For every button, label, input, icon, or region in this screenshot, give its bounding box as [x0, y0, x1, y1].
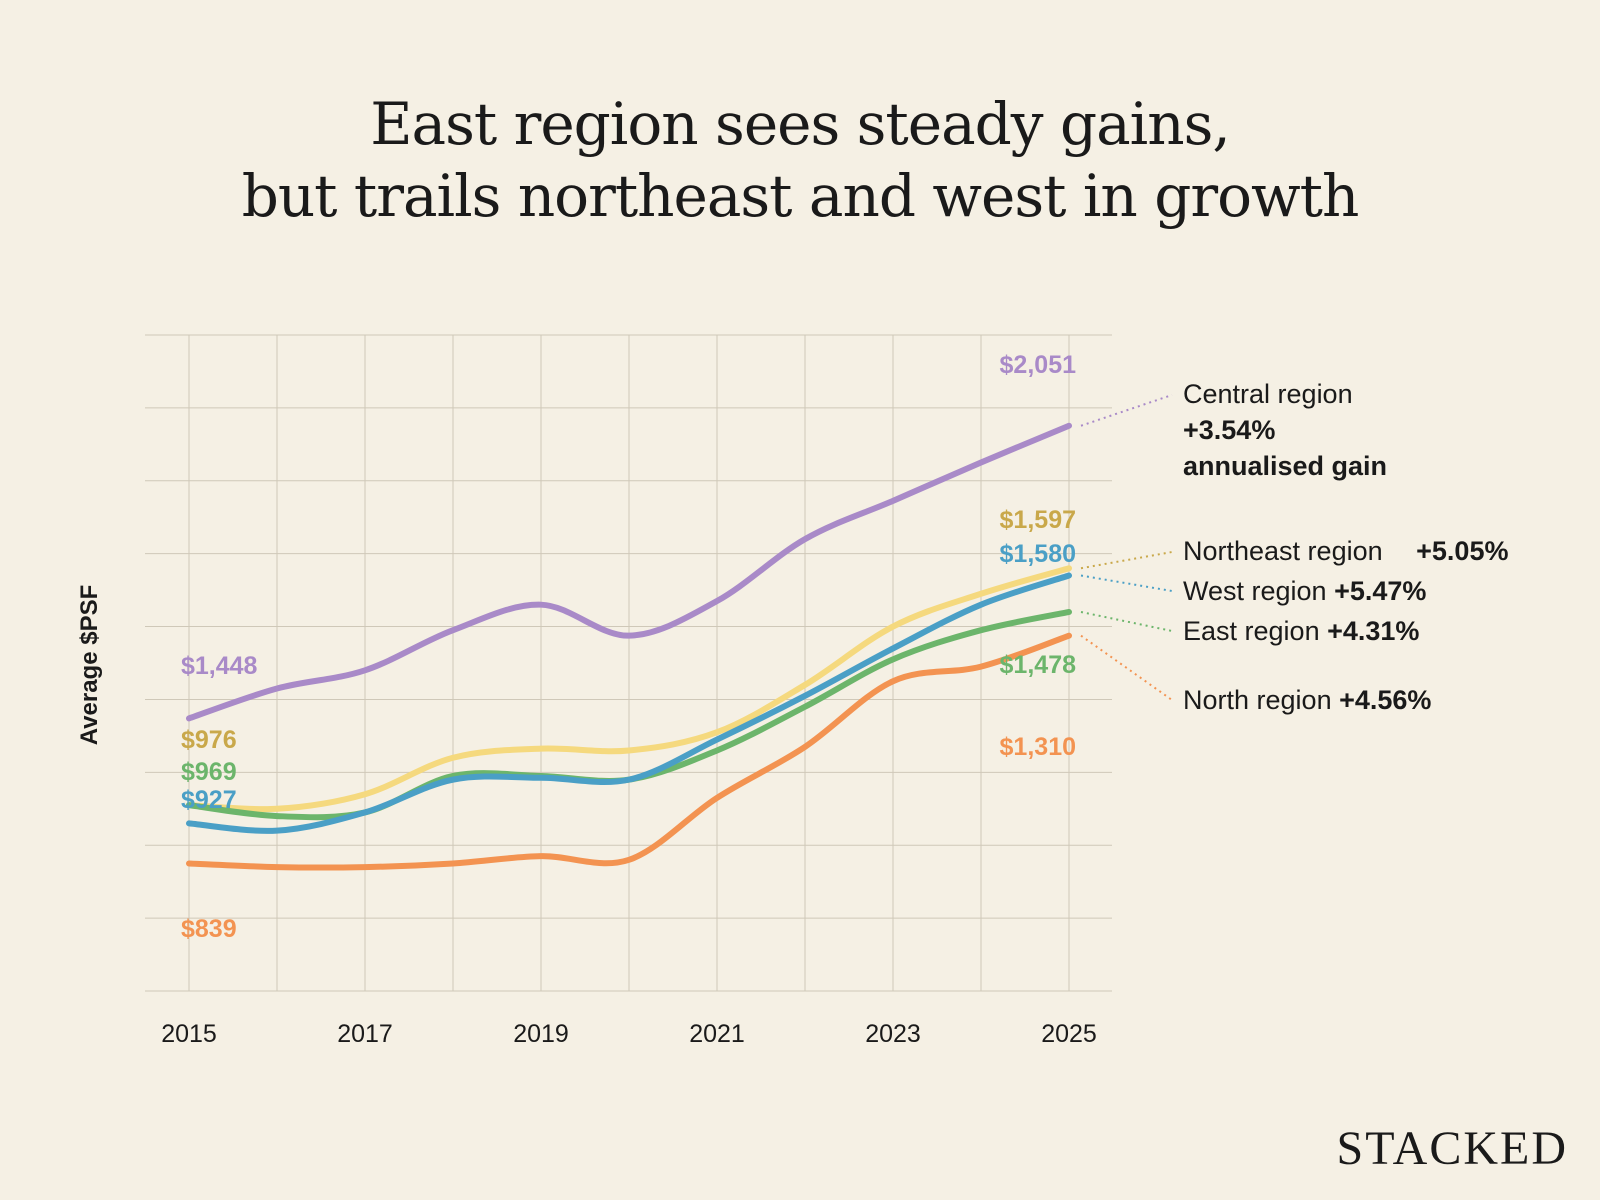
legend-west: West region +5.47%: [1183, 573, 1426, 609]
legend-central-extra: annualised gain: [1183, 451, 1388, 481]
legend-west-value: +5.47%: [1334, 576, 1427, 606]
legend-northeast-name: Northeast region: [1183, 536, 1383, 566]
x-tick-2023: 2023: [865, 1020, 921, 1048]
x-tick-2017: 2017: [337, 1020, 393, 1048]
brand-logo: STACKED: [1336, 1122, 1568, 1175]
legend-northeast-value: +5.05%: [1416, 536, 1509, 566]
legend-east-name: East region: [1183, 616, 1320, 646]
series-lines: [186, 422, 1072, 871]
x-tick-labels: 2015 2017 2019 2021 2023 2025: [161, 1020, 1097, 1048]
series-line-north-region: [186, 632, 1072, 871]
leader-northeast-region: [1080, 551, 1173, 570]
start-label-east-region: $969: [181, 758, 237, 786]
end-label-east-region: $1,478: [1000, 651, 1077, 679]
legend-central-name: Central region: [1183, 379, 1353, 409]
legend-east-value: +4.31%: [1327, 616, 1420, 646]
legend-central: Central region +3.54% annualised gain: [1183, 376, 1387, 484]
end-label-west-region: $1,580: [1000, 540, 1076, 568]
series-line-west-region: [186, 572, 1072, 834]
chart-grid: [145, 334, 1112, 992]
legend-central-value: +3.54%: [1183, 415, 1276, 445]
start-label-central-region: $1,448: [181, 652, 258, 680]
start-label-north-region: $839: [181, 915, 237, 943]
legend-east: East region +4.31%: [1183, 613, 1419, 649]
legend-north-value: +4.56%: [1339, 685, 1432, 715]
x-tick-2025: 2025: [1041, 1020, 1097, 1048]
legend-north: North region +4.56%: [1183, 682, 1431, 718]
legend-west-name: West region: [1183, 576, 1327, 606]
leader-central-region: [1080, 394, 1173, 427]
x-tick-2019: 2019: [513, 1020, 569, 1048]
end-label-north-region: $1,310: [1000, 733, 1076, 761]
legend-northeast: Northeast region +5.05%: [1183, 533, 1508, 569]
leader-west-region: [1080, 574, 1173, 592]
title-line-1: East region sees steady gains,: [370, 90, 1231, 158]
title-line-2: but trails northeast and west in growth: [241, 162, 1360, 230]
end-label-northeast-region: $1,597: [1000, 506, 1076, 534]
x-tick-2021: 2021: [689, 1020, 745, 1048]
start-label-northeast-region: $976: [181, 726, 237, 754]
chart-title: East region sees steady gains, but trail…: [0, 88, 1600, 232]
data-labels: $1,448 $2,051 $976 $1,597 $927 $1,580 $969 $1,4…: [181, 351, 1076, 943]
start-label-west-region: $927: [181, 786, 237, 814]
series-line-central-region: [186, 422, 1072, 722]
leader-north-region: [1080, 634, 1173, 701]
x-tick-2015: 2015: [161, 1020, 217, 1048]
legend-leader-lines: [1080, 394, 1173, 701]
leader-east-region: [1080, 610, 1173, 632]
legend-north-name: North region: [1183, 685, 1332, 715]
end-label-central-region: $2,051: [1000, 351, 1077, 379]
series-line-northeast-region: [186, 565, 1072, 813]
